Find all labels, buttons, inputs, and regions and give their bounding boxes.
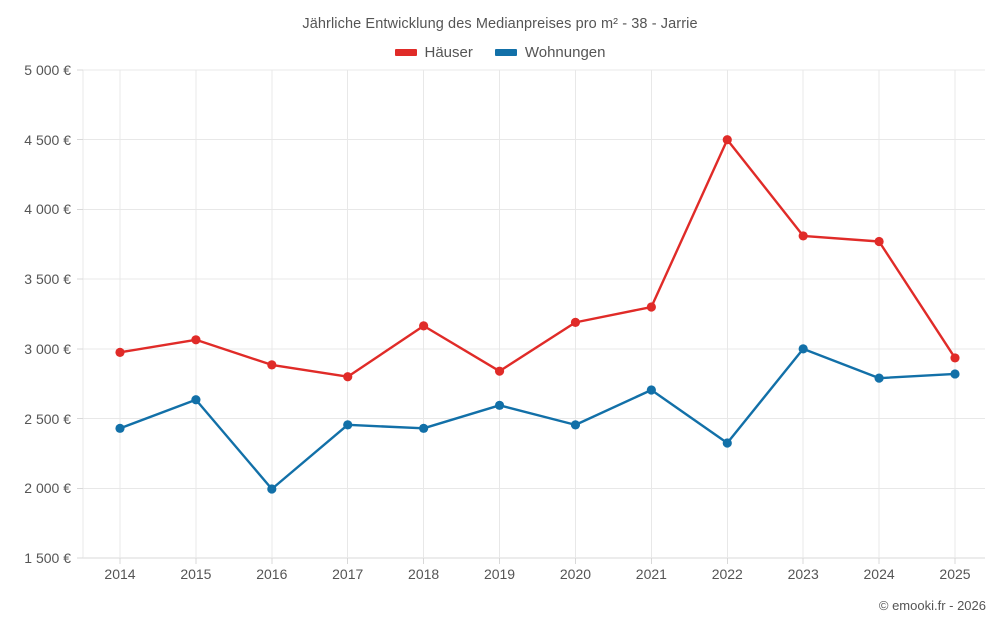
axis-lines (77, 69, 956, 564)
data-point[interactable] (191, 335, 201, 345)
legend-item-wohnungen[interactable]: Wohnungen (494, 44, 606, 61)
data-point[interactable] (419, 321, 429, 331)
chart-legend: Häuser Wohnungen (0, 44, 1000, 61)
data-point[interactable] (115, 423, 125, 433)
data-point[interactable] (874, 236, 884, 247)
legend-label-wohnungen: Wohnungen (524, 44, 606, 61)
data-point[interactable] (494, 400, 505, 410)
series-line-0 (118, 138, 957, 378)
credit-text: © emooki.fr - 2026 (878, 598, 986, 613)
data-point[interactable] (722, 438, 732, 448)
legend-label-hauser: Häuser (424, 44, 473, 61)
data-point[interactable] (798, 344, 808, 354)
vertical-gridlines (82, 70, 956, 558)
data-point[interactable] (343, 420, 353, 430)
data-point[interactable] (722, 135, 732, 145)
data-point[interactable] (874, 373, 884, 383)
data-point[interactable] (798, 231, 808, 241)
series-lines (118, 138, 957, 491)
data-point[interactable] (950, 369, 960, 379)
data-point[interactable] (115, 347, 125, 357)
series-points (115, 135, 960, 494)
series-line-1 (118, 347, 957, 491)
data-point[interactable] (343, 372, 353, 382)
legend-swatch-hauser (394, 49, 417, 56)
data-point[interactable] (646, 385, 656, 395)
data-point[interactable] (570, 420, 581, 430)
data-point[interactable] (570, 317, 581, 327)
legend-item-hauser[interactable]: Häuser (394, 44, 473, 61)
legend-swatch-wohnungen (494, 49, 517, 56)
data-point[interactable] (191, 395, 201, 405)
data-point[interactable] (267, 484, 277, 494)
horizontal-gridlines (83, 69, 985, 559)
data-point[interactable] (419, 423, 429, 433)
data-point[interactable] (494, 366, 505, 376)
data-point[interactable] (646, 302, 656, 312)
chart-title: Jährliche Entwicklung des Medianpreises … (302, 16, 698, 32)
data-point[interactable] (267, 360, 277, 370)
data-point[interactable] (950, 353, 960, 363)
